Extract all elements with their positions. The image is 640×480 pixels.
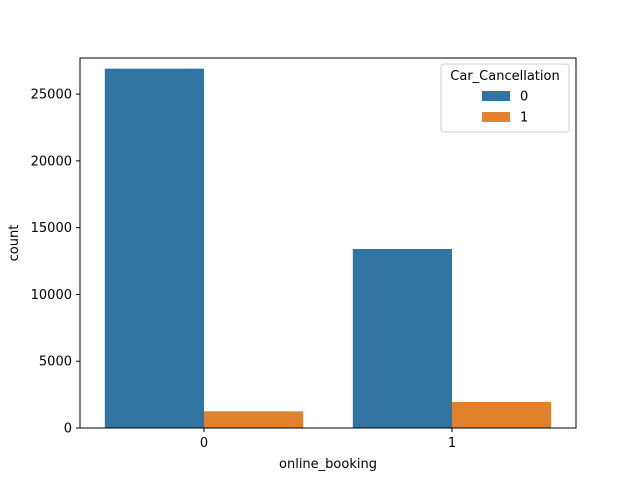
x-tick-label: 0 (200, 436, 208, 451)
bar-online-booking-1-cancellation-0 (352, 249, 452, 428)
y-axis: 0 5000 10000 15000 20000 25000 (31, 88, 80, 437)
bar-online-booking-1-cancellation-1 (452, 401, 552, 428)
y-tick-label: 20000 (31, 154, 72, 169)
x-axis-label: online_booking (279, 457, 377, 472)
legend-title: Car_Cancellation (450, 69, 559, 84)
y-tick-label: 15000 (31, 221, 72, 236)
legend-label-1: 1 (520, 111, 528, 126)
legend-entries: 01 (482, 90, 528, 126)
legend-swatch-1 (482, 112, 510, 122)
bar-online-booking-0-cancellation-1 (204, 411, 304, 428)
legend: Car_Cancellation 01 (440, 63, 570, 133)
y-tick-label: 0 (64, 422, 72, 437)
y-tick-label: 10000 (31, 288, 72, 303)
y-tick-label: 5000 (39, 355, 72, 370)
plot-frame (79, 57, 577, 429)
legend-label-0: 0 (520, 90, 528, 105)
bar-online-booking-0-cancellation-0 (104, 68, 204, 429)
bars-group (104, 68, 552, 429)
legend-swatch-0 (482, 91, 510, 101)
x-tick-label: 1 (448, 436, 456, 451)
y-axis-label: count (7, 225, 22, 262)
y-tick-label: 25000 (31, 88, 72, 103)
